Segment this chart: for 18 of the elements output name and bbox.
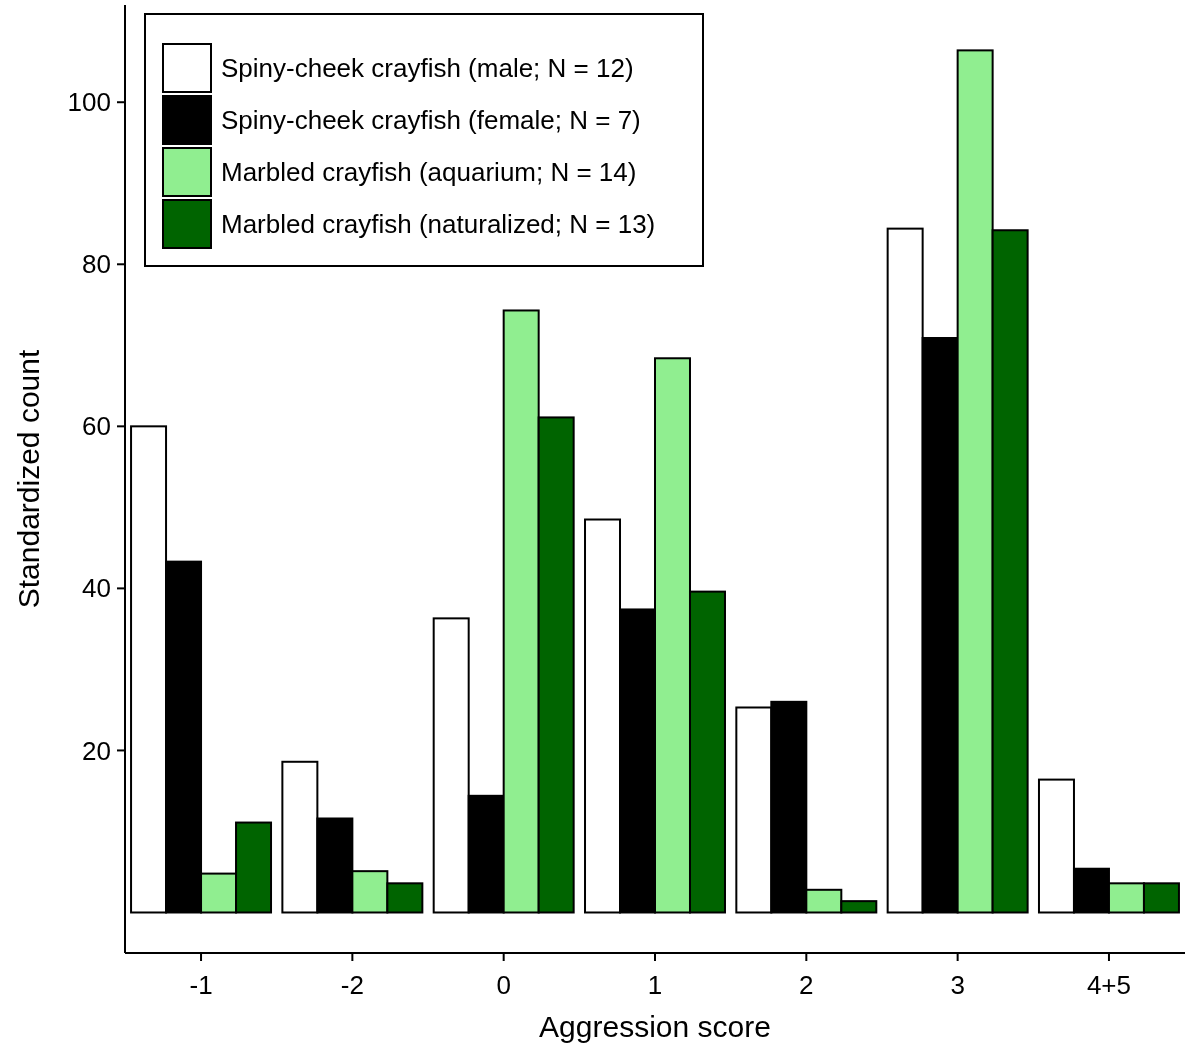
x-tick-label: 1 xyxy=(647,970,663,1001)
legend-label: Spiny-cheek crayfish (male; N = 12) xyxy=(221,53,634,84)
y-tick-label: 60 xyxy=(82,411,111,442)
x-tick-label: -2 xyxy=(340,970,364,1001)
x-tick-label: 2 xyxy=(799,970,814,1001)
x-tick-label: 4+5 xyxy=(1086,970,1132,1001)
y-tick-label: 20 xyxy=(82,735,111,766)
y-tick-label: 40 xyxy=(82,573,111,604)
y-axis-title: Standardized count xyxy=(11,349,45,609)
y-tick-label: 80 xyxy=(82,249,111,280)
legend-label: Marbled crayfish (aquarium; N = 14) xyxy=(221,157,637,188)
x-tick-label: 0 xyxy=(496,970,511,1001)
legend-label: Marbled crayfish (naturalized; N = 13) xyxy=(221,209,656,240)
x-tick-label: 3 xyxy=(950,970,965,1001)
x-tick-label: -1 xyxy=(189,970,213,1001)
y-tick-label: 100 xyxy=(67,87,111,118)
x-axis-title: Aggression score xyxy=(539,1009,771,1043)
legend-label: Spiny-cheek crayfish (female; N = 7) xyxy=(221,105,641,136)
